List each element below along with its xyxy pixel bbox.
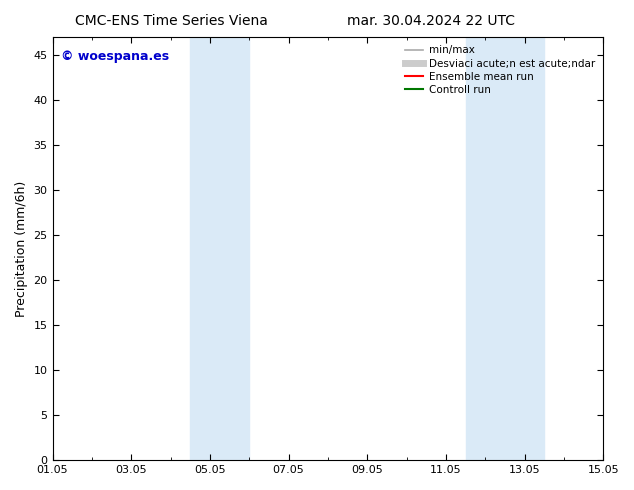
Text: mar. 30.04.2024 22 UTC: mar. 30.04.2024 22 UTC — [347, 14, 515, 28]
Bar — [465, 37, 544, 460]
Text: © woespana.es: © woespana.es — [61, 50, 169, 63]
Text: CMC-ENS Time Series Viena: CMC-ENS Time Series Viena — [75, 14, 268, 28]
Legend: min/max, Desviaci acute;n est acute;ndar, Ensemble mean run, Controll run: min/max, Desviaci acute;n est acute;ndar… — [401, 42, 598, 98]
Bar — [190, 37, 249, 460]
Y-axis label: Precipitation (mm/6h): Precipitation (mm/6h) — [15, 180, 28, 317]
